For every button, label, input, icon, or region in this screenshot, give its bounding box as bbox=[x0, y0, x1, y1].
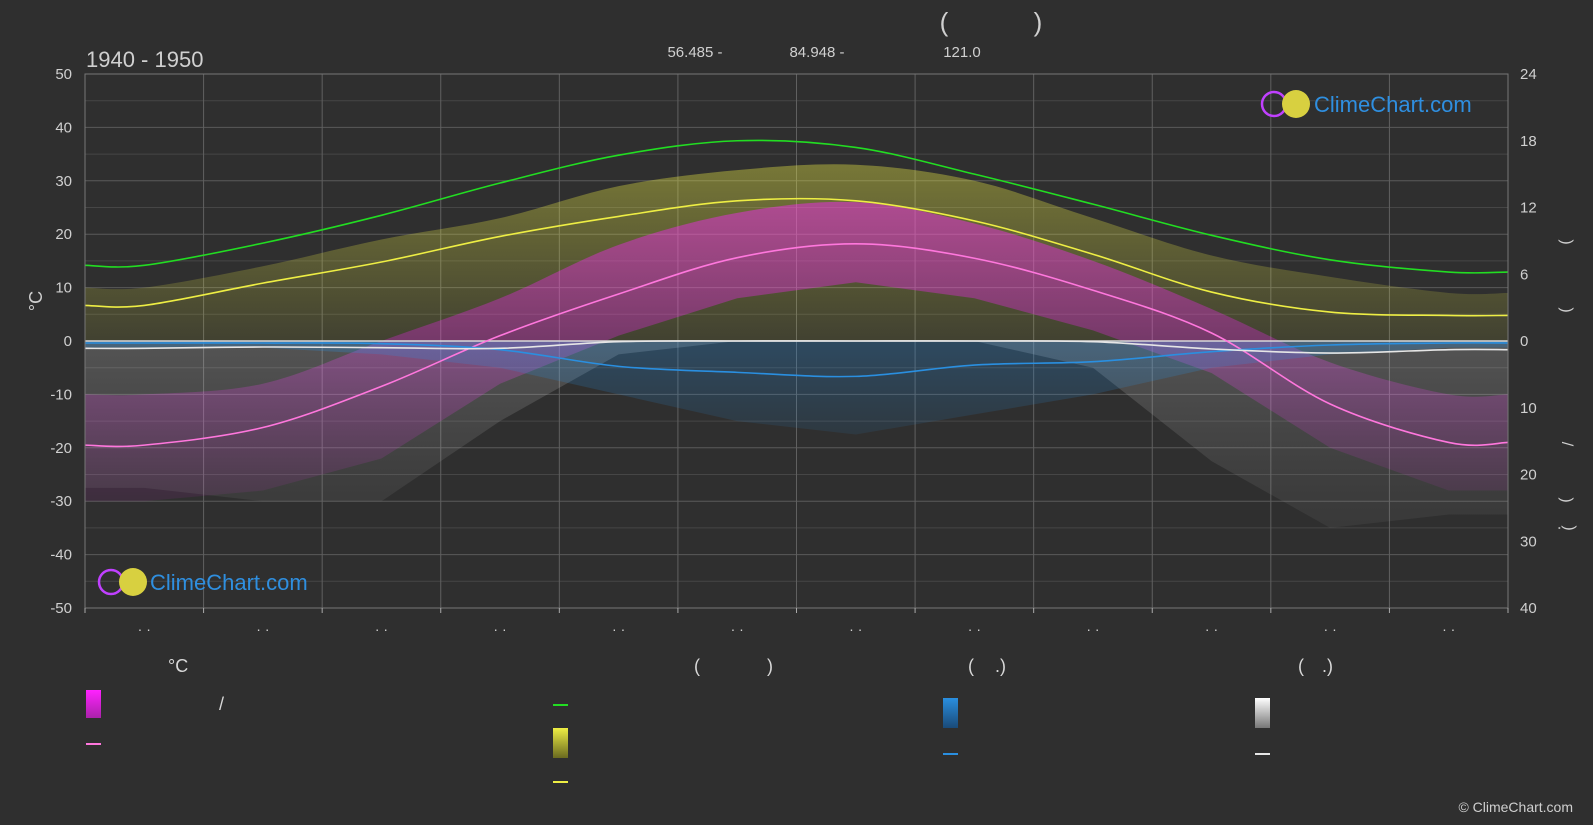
sunshine-line bbox=[85, 197, 1508, 317]
right-tick-label-upper: 12 bbox=[1520, 200, 1537, 217]
legend-sun-heading-left: ( bbox=[694, 656, 700, 676]
x-tick-label: · · bbox=[493, 621, 506, 637]
x-tick-label: · · bbox=[138, 621, 151, 637]
left-tick-label: -40 bbox=[50, 547, 72, 564]
right-axis-glyph: / bbox=[1558, 442, 1575, 447]
right-tick-label-upper: 6 bbox=[1520, 266, 1528, 283]
series-lines bbox=[85, 139, 1508, 448]
legend-sun-heading-right: ) bbox=[767, 656, 773, 676]
legend-temp-range-swatch bbox=[86, 690, 101, 718]
legend-sunshine-line bbox=[553, 781, 568, 783]
left-tick-label: 0 bbox=[64, 333, 72, 350]
title-paren-right: ) bbox=[1034, 7, 1043, 37]
x-tick-label: · · bbox=[1442, 621, 1455, 637]
x-tick-label: · · bbox=[1086, 621, 1099, 637]
brand-name-bottom: ClimeChart.com bbox=[150, 570, 308, 595]
left-tick-label: 40 bbox=[55, 119, 72, 136]
legend-snow-range-swatch bbox=[1255, 698, 1270, 728]
x-tick-label: · · bbox=[731, 621, 744, 637]
right-tick-label-upper: 24 bbox=[1520, 66, 1537, 83]
legend-snow-heading-right: .) bbox=[1322, 656, 1333, 676]
legend-rain-mean-line bbox=[943, 753, 958, 755]
daylight-line bbox=[85, 139, 1508, 274]
legend-temp-slash: / bbox=[219, 694, 225, 714]
legend-temp-mean-line bbox=[86, 743, 101, 745]
x-tick-label: · · bbox=[849, 621, 862, 637]
coord-lat: 56.485 - bbox=[667, 44, 722, 61]
right-tick-label-lower: 30 bbox=[1520, 533, 1537, 550]
legend-snow-heading-left: ( bbox=[1298, 656, 1304, 676]
coord-elev: 121.0 bbox=[943, 44, 981, 61]
legend-daylight-line bbox=[553, 704, 568, 706]
title-paren-left: ( bbox=[940, 7, 949, 37]
brand-logo-top: ClimeChart.com bbox=[1260, 90, 1472, 118]
legend-rain-heading-left: ( bbox=[968, 656, 974, 676]
logo-sun-icon bbox=[1282, 90, 1310, 118]
x-tick-label: · · bbox=[1324, 621, 1337, 637]
y-axis-label: °C bbox=[26, 291, 46, 311]
left-tick-label: -30 bbox=[50, 493, 72, 510]
left-tick-label: -50 bbox=[50, 600, 72, 617]
right-tick-label-upper: 18 bbox=[1520, 133, 1537, 150]
x-tick-label: · · bbox=[375, 621, 388, 637]
legend-temp-heading: °C bbox=[168, 656, 189, 676]
left-tick-label: 20 bbox=[55, 226, 72, 243]
legend-rain-heading-right: .) bbox=[995, 656, 1006, 676]
brand-logo-bottom: ClimeChart.com bbox=[97, 568, 308, 596]
left-tick-label: -10 bbox=[50, 386, 72, 403]
temp-mean-line bbox=[85, 243, 1508, 448]
axes: 50 40 30 20 10 0 -10 -20 -30 -40 -50 24 18 12 6 0 10 20 30… bbox=[26, 66, 1578, 637]
right-tick-label-lower: 10 bbox=[1520, 400, 1537, 417]
rain-range-band bbox=[85, 341, 1508, 435]
left-tick-label: 50 bbox=[55, 66, 72, 83]
right-tick-label-lower: 40 bbox=[1520, 600, 1537, 617]
snow-range-band bbox=[85, 341, 1508, 528]
left-tick-label: 30 bbox=[55, 173, 72, 190]
right-axis-glyph: ) bbox=[1561, 525, 1578, 530]
range-bands bbox=[85, 164, 1508, 528]
right-axis-glyph: ) bbox=[1558, 239, 1575, 244]
legend-sunshine-range-swatch bbox=[553, 728, 568, 758]
logo-sun-icon bbox=[119, 568, 147, 596]
right-axis-glyph: ) bbox=[1558, 307, 1575, 312]
right-axis-glyph: · bbox=[1551, 525, 1568, 530]
right-tick-label-upper: 0 bbox=[1520, 333, 1528, 350]
rain-mean-line bbox=[85, 342, 1508, 378]
left-tick-label: -20 bbox=[50, 440, 72, 457]
right-tick-label-lower: 20 bbox=[1520, 467, 1537, 484]
legend-snow-mean-line bbox=[1255, 753, 1270, 755]
legend: °C / ( ) ( .) ( .) bbox=[0, 640, 1593, 825]
period-label: 1940 - 1950 bbox=[86, 47, 203, 72]
x-tick-label: · · bbox=[968, 621, 981, 637]
x-tick-label: · · bbox=[256, 621, 269, 637]
copyright: © ClimeChart.com bbox=[1458, 799, 1573, 815]
x-tick-label: · · bbox=[612, 621, 625, 637]
snow-mean-line bbox=[85, 340, 1508, 354]
coord-lon: 84.948 - bbox=[789, 44, 844, 61]
x-tick-label: · · bbox=[1205, 621, 1218, 637]
brand-name-top: ClimeChart.com bbox=[1314, 92, 1472, 117]
legend-rain-range-swatch bbox=[943, 698, 958, 728]
right-axis-glyph: ) bbox=[1558, 497, 1575, 502]
climate-chart: ( ) 1940 - 1950 56.485 - 84.948 - 121.0 … bbox=[26, 7, 1578, 637]
left-tick-label: 10 bbox=[55, 280, 72, 297]
